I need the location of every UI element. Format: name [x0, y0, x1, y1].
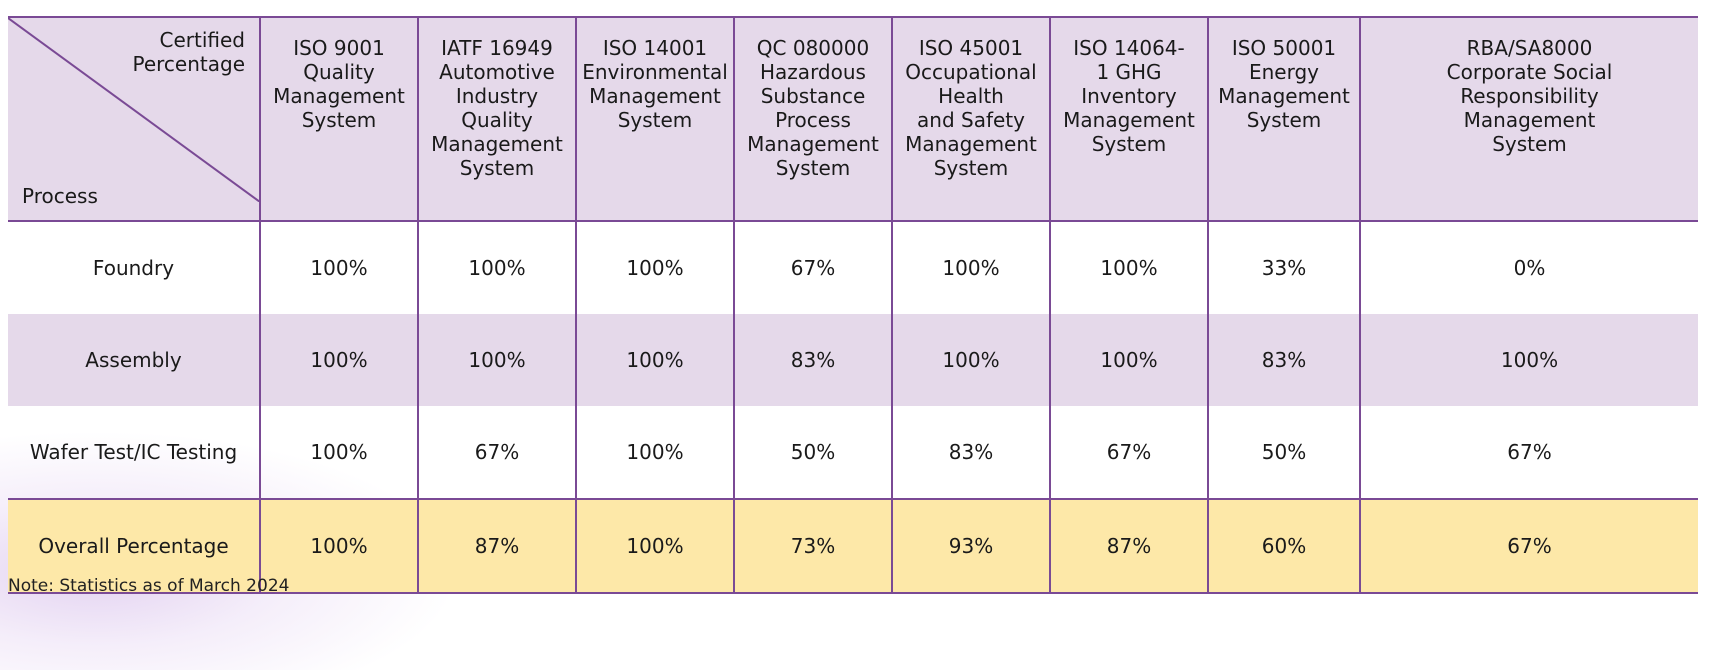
certification-table-container: Certified Percentage Process ISO 9001 Qu… [8, 16, 1698, 594]
column-header: ISO 9001 Quality Management System [259, 16, 418, 222]
percentage-cell: 67% [1359, 406, 1698, 499]
percentage-cell: 50% [1207, 406, 1360, 499]
percentage-cell: 33% [1207, 221, 1360, 314]
column-header: ISO 50001 Energy Management System [1207, 16, 1360, 222]
process-cell: Wafer Test/IC Testing [29, 440, 238, 464]
percentage-cell: 100% [259, 498, 418, 594]
corner-header-cell: Certified Percentage Process [8, 16, 260, 222]
table-row: Foundry 100% 100% 100% 67% 100% 100% 33%… [8, 221, 1698, 314]
percentage-cell: 67% [733, 221, 892, 314]
percentage-cell: 83% [733, 314, 892, 406]
corner-process-label: Process [22, 184, 98, 208]
percentage-cell: 50% [733, 406, 892, 499]
percentage-cell: 100% [1049, 314, 1208, 406]
percentage-cell: 0% [1359, 221, 1698, 314]
percentage-cell: 100% [575, 406, 734, 499]
process-cell: Assembly [8, 314, 260, 406]
column-header: QC 080000 Hazardous Substance Process Ma… [733, 16, 892, 222]
percentage-cell: 67% [1359, 498, 1698, 594]
percentage-cell: 100% [417, 314, 576, 406]
column-header: ISO 14001 Environmental Management Syste… [575, 16, 734, 222]
overall-row: Overall Percentage 100% 87% 100% 73% 93%… [8, 498, 1698, 594]
column-header: ISO 14064- 1 GHG Inventory Management Sy… [1049, 16, 1208, 222]
table-row: Wafer Test/IC Testing 100% 67% 100% 50% … [8, 406, 1698, 499]
header-row: Certified Percentage Process ISO 9001 Qu… [8, 16, 1698, 222]
percentage-cell: 100% [575, 221, 734, 314]
process-cell: Foundry [92, 256, 175, 280]
column-header: IATF 16949 Automotive Industry Quality M… [417, 16, 576, 222]
diagonal-divider [8, 18, 260, 202]
percentage-cell: 100% [259, 406, 418, 499]
percentage-cell: 87% [1049, 498, 1208, 594]
percentage-cell: 67% [1049, 406, 1208, 499]
percentage-cell: 100% [891, 221, 1050, 314]
process-cell: Overall Percentage [8, 498, 260, 594]
percentage-cell: 100% [1049, 221, 1208, 314]
corner-certified-label: Certified Percentage [132, 28, 245, 76]
percentage-cell: 93% [891, 498, 1050, 594]
percentage-cell: 87% [417, 498, 576, 594]
percentage-cell: 100% [1359, 314, 1698, 406]
percentage-cell: 100% [891, 314, 1050, 406]
percentage-cell: 100% [259, 314, 418, 406]
column-header: RBA/SA8000 Corporate Social Responsibili… [1359, 16, 1698, 222]
table-row: Assembly 100% 100% 100% 83% 100% 100% 83… [8, 314, 1698, 406]
percentage-cell: 100% [259, 221, 418, 314]
percentage-cell: 100% [575, 498, 734, 594]
percentage-cell: 60% [1207, 498, 1360, 594]
percentage-cell: 100% [417, 221, 576, 314]
percentage-cell: 100% [575, 314, 734, 406]
percentage-cell: 67% [417, 406, 576, 499]
percentage-cell: 83% [891, 406, 1050, 499]
percentage-cell: 83% [1207, 314, 1360, 406]
percentage-cell: 73% [733, 498, 892, 594]
certification-table: Certified Percentage Process ISO 9001 Qu… [8, 16, 1698, 594]
footnote: Note: Statistics as of March 2024 [8, 576, 290, 596]
column-header: ISO 45001 Occupational Health and Safety… [891, 16, 1050, 222]
